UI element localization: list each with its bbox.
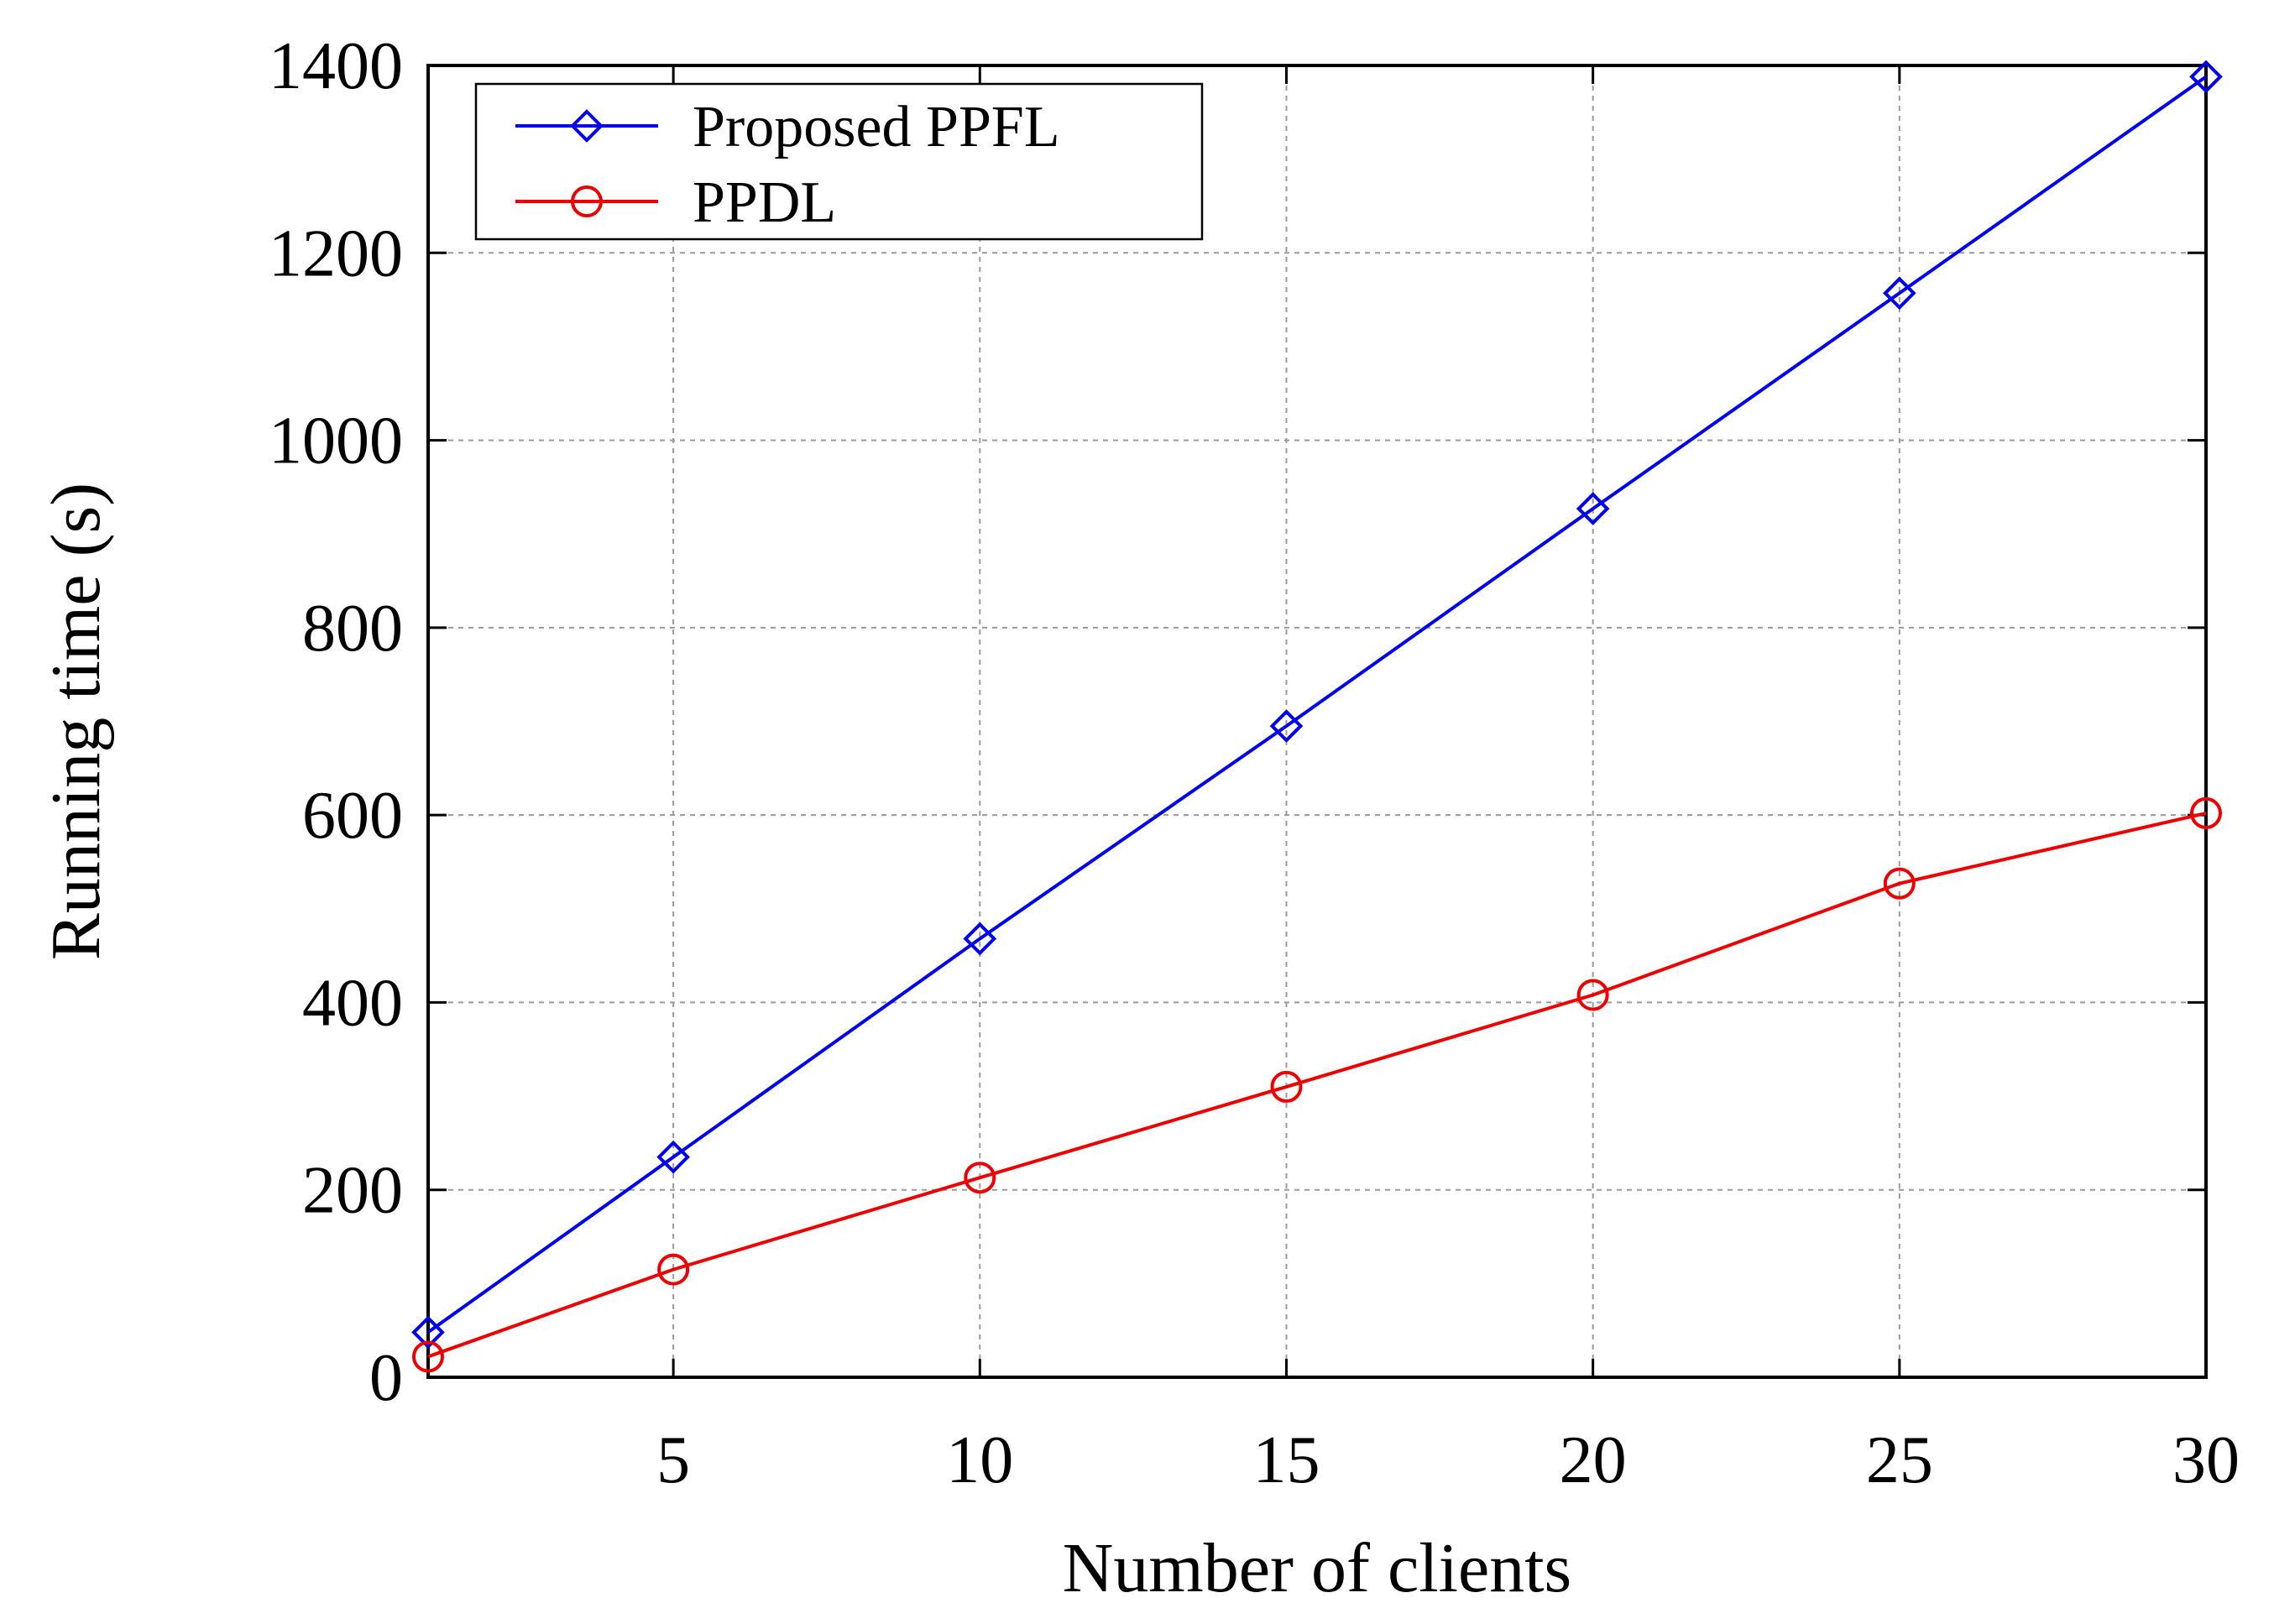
legend-entries: Proposed PPFL PPDL — [515, 95, 1060, 235]
grid — [428, 65, 2206, 1377]
data-point-marker — [964, 1162, 996, 1194]
series-line — [426, 75, 2208, 1334]
data-point-marker — [2189, 60, 2223, 94]
y-tick-label: 1400 — [269, 29, 403, 103]
data-point-marker — [1576, 979, 1609, 1011]
data-point-marker — [1883, 867, 1916, 900]
y-tick-label: 400 — [302, 966, 403, 1040]
y-tick-label: 1200 — [269, 217, 403, 290]
data-point-marker — [1270, 1070, 1303, 1103]
data-point-marker — [412, 1340, 444, 1373]
legend-label: Proposed PPFL — [693, 95, 1060, 159]
y-axis-title: Running time (s) — [37, 483, 115, 960]
data-point-marker — [656, 1140, 690, 1174]
plot-area-frame — [426, 64, 2208, 1379]
y-tick-label: 800 — [302, 592, 403, 666]
data-point-marker — [1882, 276, 1916, 311]
series-1 — [411, 60, 2223, 1350]
legend-marker — [570, 109, 604, 143]
x-axis-title: Number of clients — [1063, 1529, 1572, 1607]
x-tick-label: 5 — [656, 1423, 690, 1497]
legend-marker — [571, 185, 603, 217]
data-point-marker — [1269, 709, 1304, 743]
y-tick-label: 200 — [302, 1154, 403, 1228]
series-line — [427, 811, 2207, 1359]
y-tick-label: 600 — [302, 779, 403, 853]
x-tick-label: 25 — [1866, 1423, 1933, 1497]
y-tick-label: 1000 — [269, 405, 403, 478]
legend: Proposed PPFL PPDL — [474, 82, 1204, 241]
x-tick-label: 15 — [1252, 1423, 1320, 1497]
data-point-marker — [411, 1315, 445, 1350]
x-tick-label: 30 — [2172, 1423, 2240, 1497]
x-tick-label: 10 — [946, 1423, 1013, 1497]
data-series — [411, 60, 2223, 1373]
y-tick-label: 0 — [369, 1341, 403, 1415]
data-point-marker — [657, 1253, 690, 1286]
legend-entry: Proposed PPFL — [515, 95, 1060, 159]
x-tick-label: 20 — [1560, 1423, 1627, 1497]
data-point-marker — [963, 922, 997, 956]
series-2 — [412, 796, 2222, 1373]
data-point-marker — [1576, 492, 1610, 525]
legend-label: PPDL — [693, 170, 836, 235]
tick-labels: 0 200 400 600 800 1000 1200 1400 5 10 15 20 25 30 — [269, 29, 2240, 1497]
data-point-marker — [2190, 796, 2222, 829]
legend-entry: PPDL — [515, 170, 836, 235]
